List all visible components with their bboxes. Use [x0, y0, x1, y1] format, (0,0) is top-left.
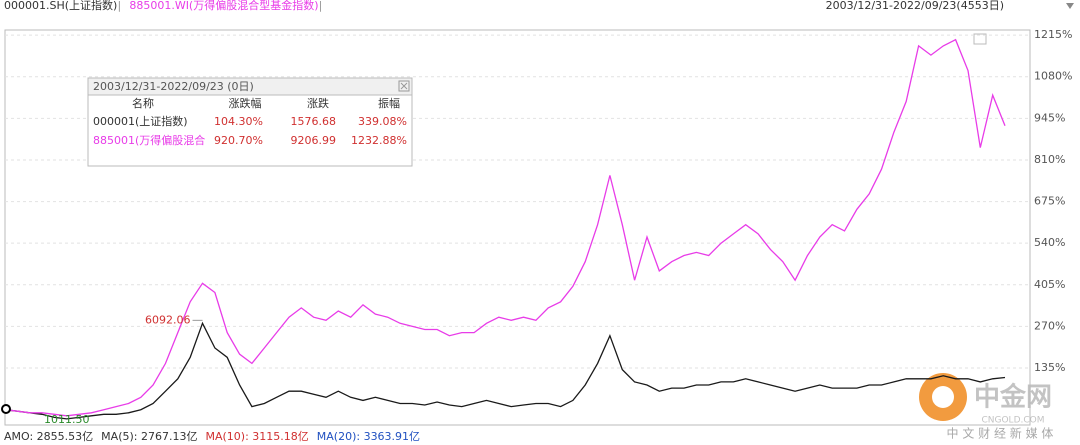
- logo-text: 中金网: [974, 382, 1052, 413]
- watermark: 中金网 CNGOLD.COM 中 文 财 经 新 媒 体: [919, 373, 1053, 441]
- legend-sep: |: [117, 0, 121, 12]
- y-tick-label: 405%: [1034, 278, 1065, 291]
- y-tick-label: 945%: [1034, 111, 1065, 124]
- legend-sep: |: [319, 0, 323, 12]
- table-header: 涨跌幅: [229, 96, 262, 110]
- series-line: [4, 321, 1006, 420]
- table-title: 2003/12/31-2022/09/23 (0日): [93, 80, 254, 93]
- table-cell: 9206.99: [291, 134, 337, 147]
- y-tick-label: 135%: [1034, 361, 1065, 374]
- start-marker: [1, 404, 11, 414]
- y-tick-label: 810%: [1034, 153, 1065, 166]
- close-button[interactable]: [398, 80, 410, 92]
- y-tick-label: 270%: [1034, 319, 1065, 332]
- series-line: [4, 38, 1006, 417]
- table-header: 涨跌: [307, 96, 329, 110]
- table-cell: 104.30%: [214, 115, 263, 128]
- date-range[interactable]: 2003/12/31-2022/09/23(4553日): [826, 0, 1004, 12]
- table-cell: 1576.68: [291, 115, 337, 128]
- footer-stat: MA(5): 2767.13亿: [101, 430, 197, 443]
- legend-entry: 000001.SH(上证指数): [4, 0, 117, 12]
- footer-stat: AMO: 2855.53亿: [4, 430, 93, 443]
- logo-site: CNGOLD.COM: [981, 416, 1044, 426]
- y-tick-label: 675%: [1034, 195, 1065, 208]
- footer-stat: MA(20): 3363.91亿: [317, 430, 420, 443]
- peak-label: 6092.06: [145, 313, 191, 326]
- logo-slogan: 中 文 财 经 新 媒 体: [947, 426, 1054, 441]
- maximize-icon[interactable]: [973, 33, 987, 45]
- low-label: 1011.50: [44, 413, 90, 426]
- table-title-bar: [87, 77, 413, 96]
- logo-inner: [932, 386, 954, 408]
- y-tick-label: 1080%: [1034, 70, 1072, 83]
- table-header: 振幅: [378, 96, 400, 110]
- table-header: 名称: [132, 96, 154, 110]
- dropdown-icon[interactable]: [1066, 3, 1074, 9]
- table-cell: 920.70%: [214, 134, 263, 147]
- footer-stat: MA(10): 3115.18亿: [205, 430, 308, 443]
- close-x: [400, 82, 408, 90]
- y-tick-label: 540%: [1034, 236, 1065, 249]
- table-cell: 1232.88%: [351, 134, 407, 147]
- table-cell: 339.08%: [358, 115, 407, 128]
- y-tick-label: 1215%: [1034, 28, 1072, 41]
- stats-table: 2003/12/31-2022/09/23 (0日) 名称 涨跌幅 涨跌 振幅 0000…: [87, 77, 413, 167]
- table-cell: 885001(万得偏股混合: [93, 133, 205, 147]
- legend-entry: 885001.WI(万得偏股混合型基金指数): [129, 0, 318, 12]
- table-cell: 000001(上证指数): [93, 114, 188, 128]
